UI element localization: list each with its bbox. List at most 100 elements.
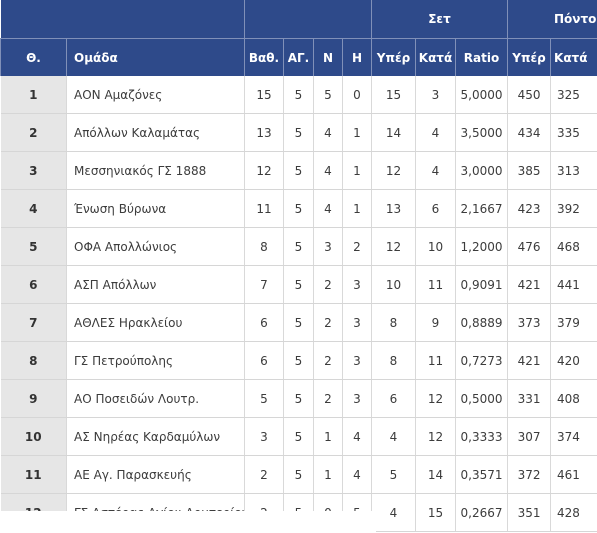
row-ratio: 0,3571 xyxy=(454,455,508,494)
header-col-wins[interactable]: Ν xyxy=(313,38,343,76)
row-games: 5 xyxy=(283,151,314,190)
row-games: 5 xyxy=(283,455,314,494)
header-col-ratio[interactable]: Ratio xyxy=(454,38,508,76)
row-sets-for: 12 xyxy=(371,227,416,266)
row-position: 3 xyxy=(0,151,67,190)
row-losses: 0 xyxy=(342,76,372,114)
row-sets-against: 9 xyxy=(415,303,456,342)
row-ratio: 3,5000 xyxy=(454,113,508,152)
row-wins: 4 xyxy=(313,151,343,190)
row-points-against: 420 xyxy=(550,341,597,380)
header-col-points-against[interactable]: Κατά xyxy=(550,38,597,76)
table-row: 6 ΑΣΠ Απόλλων 7 5 2 3 10 11 0,9091 421 4… xyxy=(0,265,597,304)
row-wins: 1 xyxy=(313,417,343,456)
row-sets-against: 15 xyxy=(415,493,456,532)
row-losses: 4 xyxy=(342,417,372,456)
row-points-for: 476 xyxy=(507,227,551,266)
row-points-against: 441 xyxy=(550,265,597,304)
row-sets-against: 14 xyxy=(415,455,456,494)
row-games: 5 xyxy=(283,265,314,304)
row-sets-for: 15 xyxy=(371,76,416,114)
row-losses: 1 xyxy=(342,113,372,152)
header-group-sets: Σετ xyxy=(370,0,508,39)
row-team: Απόλλων Καλαμάτας xyxy=(66,113,245,152)
header-col-position[interactable]: Θ. xyxy=(0,38,67,76)
row-wins: 2 xyxy=(313,265,343,304)
row-position: 10 xyxy=(0,417,67,456)
row-team: ΑΕ Αγ. Παρασκευής xyxy=(66,455,245,494)
row-sets-against: 4 xyxy=(415,151,456,190)
row-losses: 2 xyxy=(342,227,372,266)
row-points: 8 xyxy=(244,227,284,266)
row-team: ΓΣ Πετρούπολης xyxy=(66,341,245,380)
row-ratio: 1,2000 xyxy=(454,227,508,266)
table-row: 11 ΑΕ Αγ. Παρασκευής 2 5 1 4 5 14 0,3571… xyxy=(0,455,597,494)
table-row: 7 ΑΘΛΕΣ Ηρακλείου 6 5 2 3 8 9 0,8889 373… xyxy=(0,303,597,342)
row-wins: 4 xyxy=(313,113,343,152)
row-points-against: 408 xyxy=(550,379,597,418)
row-sets-for: 6 xyxy=(371,379,416,418)
row-sets-against: 3 xyxy=(415,76,456,114)
row-ratio: 5,0000 xyxy=(454,76,508,114)
row-points-for: 331 xyxy=(507,379,551,418)
row-games: 5 xyxy=(283,113,314,152)
row-ratio: 0,9091 xyxy=(454,265,508,304)
header-col-points[interactable]: Βαθ. xyxy=(244,38,284,76)
table-row: 1 ΑΟΝ Αμαζόνες 15 5 5 0 15 3 5,0000 450 … xyxy=(0,76,597,114)
row-points: 15 xyxy=(244,76,284,114)
row-wins: 2 xyxy=(313,341,343,380)
row-points: 11 xyxy=(244,189,284,228)
row-sets-against: 11 xyxy=(415,341,456,380)
bottom-cutoff-band xyxy=(0,511,376,533)
row-points: 7 xyxy=(244,265,284,304)
header-group-row: Σετ Πόντοι xyxy=(0,0,597,39)
row-team: ΑΟΝ Αμαζόνες xyxy=(66,76,245,114)
row-sets-for: 8 xyxy=(371,341,416,380)
row-points-against: 379 xyxy=(550,303,597,342)
header-group-points: Πόντοι xyxy=(507,0,597,39)
row-position: 5 xyxy=(0,227,67,266)
row-losses: 3 xyxy=(342,303,372,342)
row-position: 1 xyxy=(0,76,67,114)
row-games: 5 xyxy=(283,379,314,418)
row-points-against: 392 xyxy=(550,189,597,228)
row-losses: 3 xyxy=(342,265,372,304)
row-ratio: 0,5000 xyxy=(454,379,508,418)
header-col-points-for[interactable]: Υπέρ xyxy=(507,38,551,76)
row-points: 13 xyxy=(244,113,284,152)
row-points-against: 461 xyxy=(550,455,597,494)
row-points: 12 xyxy=(244,151,284,190)
table-row: 2 Απόλλων Καλαμάτας 13 5 4 1 14 4 3,5000… xyxy=(0,113,597,152)
row-games: 5 xyxy=(283,227,314,266)
row-games: 5 xyxy=(283,417,314,456)
row-position: 6 xyxy=(0,265,67,304)
header-col-games[interactable]: ΑΓ. xyxy=(283,38,314,76)
row-points: 6 xyxy=(244,303,284,342)
row-sets-against: 11 xyxy=(415,265,456,304)
row-points-against: 313 xyxy=(550,151,597,190)
row-points-against: 468 xyxy=(550,227,597,266)
row-sets-against: 12 xyxy=(415,417,456,456)
row-position: 11 xyxy=(0,455,67,494)
row-sets-for: 14 xyxy=(371,113,416,152)
row-ratio: 3,0000 xyxy=(454,151,508,190)
table-row: 3 Μεσσηνιακός ΓΣ 1888 12 5 4 1 12 4 3,00… xyxy=(0,151,597,190)
row-points-for: 307 xyxy=(507,417,551,456)
row-ratio: 0,8889 xyxy=(454,303,508,342)
header-col-team[interactable]: Ομάδα xyxy=(66,38,245,76)
row-losses: 3 xyxy=(342,341,372,380)
table-row: 9 ΑΟ Ποσειδών Λουτρ. 5 5 2 3 6 12 0,5000… xyxy=(0,379,597,418)
row-sets-for: 4 xyxy=(371,493,416,532)
row-losses: 3 xyxy=(342,379,372,418)
row-points-against: 335 xyxy=(550,113,597,152)
header-columns-row: Θ. Ομάδα Βαθ. ΑΓ. Ν Η Υπέρ Κατά Ratio Υπ… xyxy=(0,38,597,76)
row-wins: 2 xyxy=(313,379,343,418)
header-col-sets-for[interactable]: Υπέρ xyxy=(371,38,416,76)
row-points-against: 428 xyxy=(550,493,597,532)
header-col-sets-against[interactable]: Κατά xyxy=(415,38,456,76)
header-blank-cell xyxy=(244,0,372,39)
header-col-losses[interactable]: Η xyxy=(342,38,372,76)
header-blank-cell xyxy=(0,0,67,39)
